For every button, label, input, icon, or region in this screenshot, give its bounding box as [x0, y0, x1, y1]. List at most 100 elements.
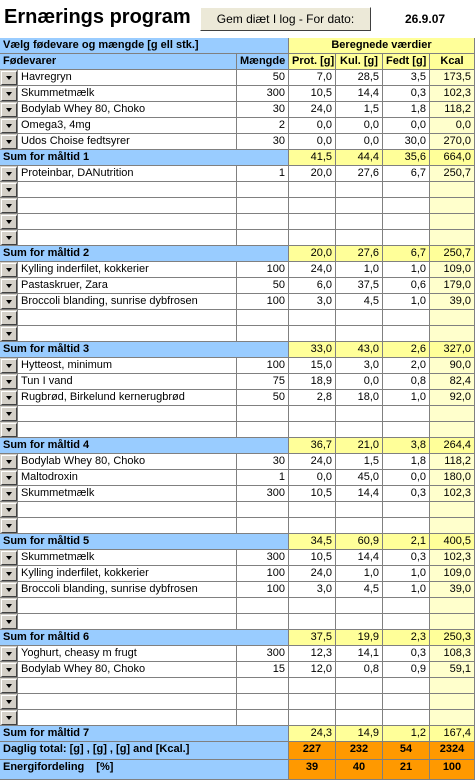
value-cell: [383, 198, 430, 214]
value-cell: 100: [237, 582, 289, 598]
food-name: [18, 326, 237, 342]
dropdown-arrow[interactable]: [1, 391, 17, 405]
value-cell: [237, 422, 289, 438]
dropdown-arrow[interactable]: [1, 135, 17, 149]
value-cell: 90,0: [430, 358, 475, 374]
value-cell: 50: [237, 70, 289, 86]
dropdown-arrow[interactable]: [1, 695, 17, 709]
value-cell: 0,3: [383, 550, 430, 566]
food-name: [18, 598, 237, 614]
value-cell: [430, 614, 475, 630]
value-cell: 14,1: [336, 646, 383, 662]
value-cell: [336, 678, 383, 694]
dropdown-arrow[interactable]: [1, 551, 17, 565]
value-cell: 1,0: [336, 262, 383, 278]
value-cell: [430, 502, 475, 518]
value-cell: 14,4: [336, 486, 383, 502]
dropdown-arrow[interactable]: [1, 327, 17, 341]
value-cell: [430, 710, 475, 726]
dropdown-arrow[interactable]: [1, 359, 17, 373]
value-cell: 1,8: [383, 454, 430, 470]
value-cell: 15,0: [289, 358, 336, 374]
food-name: [18, 502, 237, 518]
value-cell: 92,0: [430, 390, 475, 406]
meal-sum-value: 327,0: [430, 342, 475, 358]
value-cell: [336, 310, 383, 326]
value-cell: [336, 710, 383, 726]
dropdown-arrow[interactable]: [1, 167, 17, 181]
value-cell: [336, 694, 383, 710]
total-value: 2324: [430, 742, 475, 760]
value-cell: 108,3: [430, 646, 475, 662]
dropdown-arrow[interactable]: [1, 103, 17, 117]
value-cell: 0,8: [383, 374, 430, 390]
food-name: Udos Choise fedtsyrer: [18, 134, 237, 150]
value-cell: 6,7: [383, 166, 430, 182]
dropdown-arrow[interactable]: [1, 231, 17, 245]
value-cell: [336, 502, 383, 518]
meal-sum-label: Sum for måltid 3: [0, 342, 289, 358]
value-cell: [430, 518, 475, 534]
dropdown-arrow[interactable]: [1, 71, 17, 85]
value-cell: [383, 710, 430, 726]
value-cell: [237, 198, 289, 214]
dropdown-arrow[interactable]: [1, 279, 17, 293]
value-cell: [336, 326, 383, 342]
value-cell: 10,5: [289, 86, 336, 102]
value-cell: 24,0: [289, 454, 336, 470]
dropdown-arrow[interactable]: [1, 119, 17, 133]
dropdown-arrow[interactable]: [1, 679, 17, 693]
dropdown-arrow[interactable]: [1, 487, 17, 501]
dropdown-arrow[interactable]: [1, 599, 17, 613]
value-cell: 100: [237, 358, 289, 374]
dropdown-arrow[interactable]: [1, 503, 17, 517]
value-cell: 24,0: [289, 102, 336, 118]
value-cell: 3,0: [289, 294, 336, 310]
value-cell: [430, 182, 475, 198]
dropdown-arrow[interactable]: [1, 263, 17, 277]
dropdown-arrow[interactable]: [1, 663, 17, 677]
value-cell: 102,3: [430, 86, 475, 102]
value-cell: 1,0: [336, 566, 383, 582]
value-cell: 0,0: [336, 118, 383, 134]
value-cell: [430, 230, 475, 246]
value-cell: 24,0: [289, 566, 336, 582]
save-button[interactable]: Gem diæt I log - For dato:: [200, 7, 371, 31]
food-name: Pastaskruer, Zara: [18, 278, 237, 294]
dropdown-arrow[interactable]: [1, 311, 17, 325]
dropdown-arrow[interactable]: [1, 407, 17, 421]
value-cell: 118,2: [430, 102, 475, 118]
value-cell: 300: [237, 486, 289, 502]
value-cell: [383, 678, 430, 694]
value-cell: [289, 326, 336, 342]
dropdown-arrow[interactable]: [1, 423, 17, 437]
dropdown-arrow[interactable]: [1, 87, 17, 101]
dropdown-arrow[interactable]: [1, 567, 17, 581]
dropdown-arrow[interactable]: [1, 375, 17, 389]
value-cell: 3,0: [289, 582, 336, 598]
dropdown-arrow[interactable]: [1, 183, 17, 197]
dropdown-arrow[interactable]: [1, 455, 17, 469]
food-name: Havregryn: [18, 70, 237, 86]
value-cell: 30: [237, 134, 289, 150]
dropdown-arrow[interactable]: [1, 647, 17, 661]
dropdown-arrow[interactable]: [1, 295, 17, 309]
dropdown-arrow[interactable]: [1, 215, 17, 229]
dropdown-arrow[interactable]: [1, 519, 17, 533]
food-name: [18, 182, 237, 198]
meal-sum-value: 167,4: [430, 726, 475, 742]
meal-sum-label: Sum for måltid 7: [0, 726, 289, 742]
energy-value: 39: [289, 760, 336, 780]
value-cell: [289, 710, 336, 726]
value-cell: 250,7: [430, 166, 475, 182]
value-cell: 0,6: [383, 278, 430, 294]
dropdown-arrow[interactable]: [1, 471, 17, 485]
dropdown-arrow[interactable]: [1, 711, 17, 725]
dropdown-arrow[interactable]: [1, 583, 17, 597]
meal-sum-value: 264,4: [430, 438, 475, 454]
energy-label-text: Energifordeling: [3, 761, 85, 773]
dropdown-arrow[interactable]: [1, 199, 17, 213]
dropdown-arrow[interactable]: [1, 615, 17, 629]
value-cell: 102,3: [430, 550, 475, 566]
meal-sum-value: 21,0: [336, 438, 383, 454]
